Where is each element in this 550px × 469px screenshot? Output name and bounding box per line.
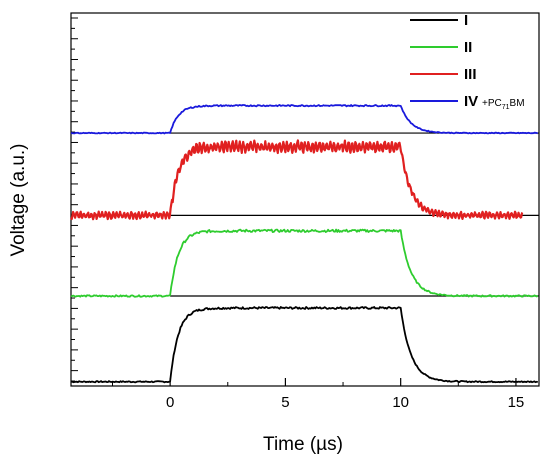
- x-tick-label-2: 10: [392, 394, 409, 411]
- legend-sublabel: +PC71BM: [482, 98, 525, 111]
- series-line-I: [70, 306, 538, 384]
- series-line-IV: [70, 104, 539, 135]
- legend-label-IV: IV: [464, 93, 478, 110]
- x-tick-label-3: 15: [508, 394, 525, 411]
- legend-label-I: I: [464, 12, 468, 29]
- y-axis-title: Voltage (a.u.): [8, 143, 29, 256]
- x-tick-label-1: 5: [281, 394, 289, 411]
- legend-label-III: III: [464, 66, 477, 83]
- ticks: [71, 17, 517, 386]
- x-axis-title: Time (µs): [263, 434, 343, 455]
- x-tick-label-0: 0: [166, 394, 174, 411]
- x-tick-labels: 0 5 10 15: [166, 394, 524, 411]
- series-group: [70, 104, 539, 384]
- series-line-III: [70, 139, 524, 221]
- legend-label-II: II: [464, 39, 472, 56]
- series-line-II: [70, 228, 539, 298]
- plot-frame: [70, 12, 540, 387]
